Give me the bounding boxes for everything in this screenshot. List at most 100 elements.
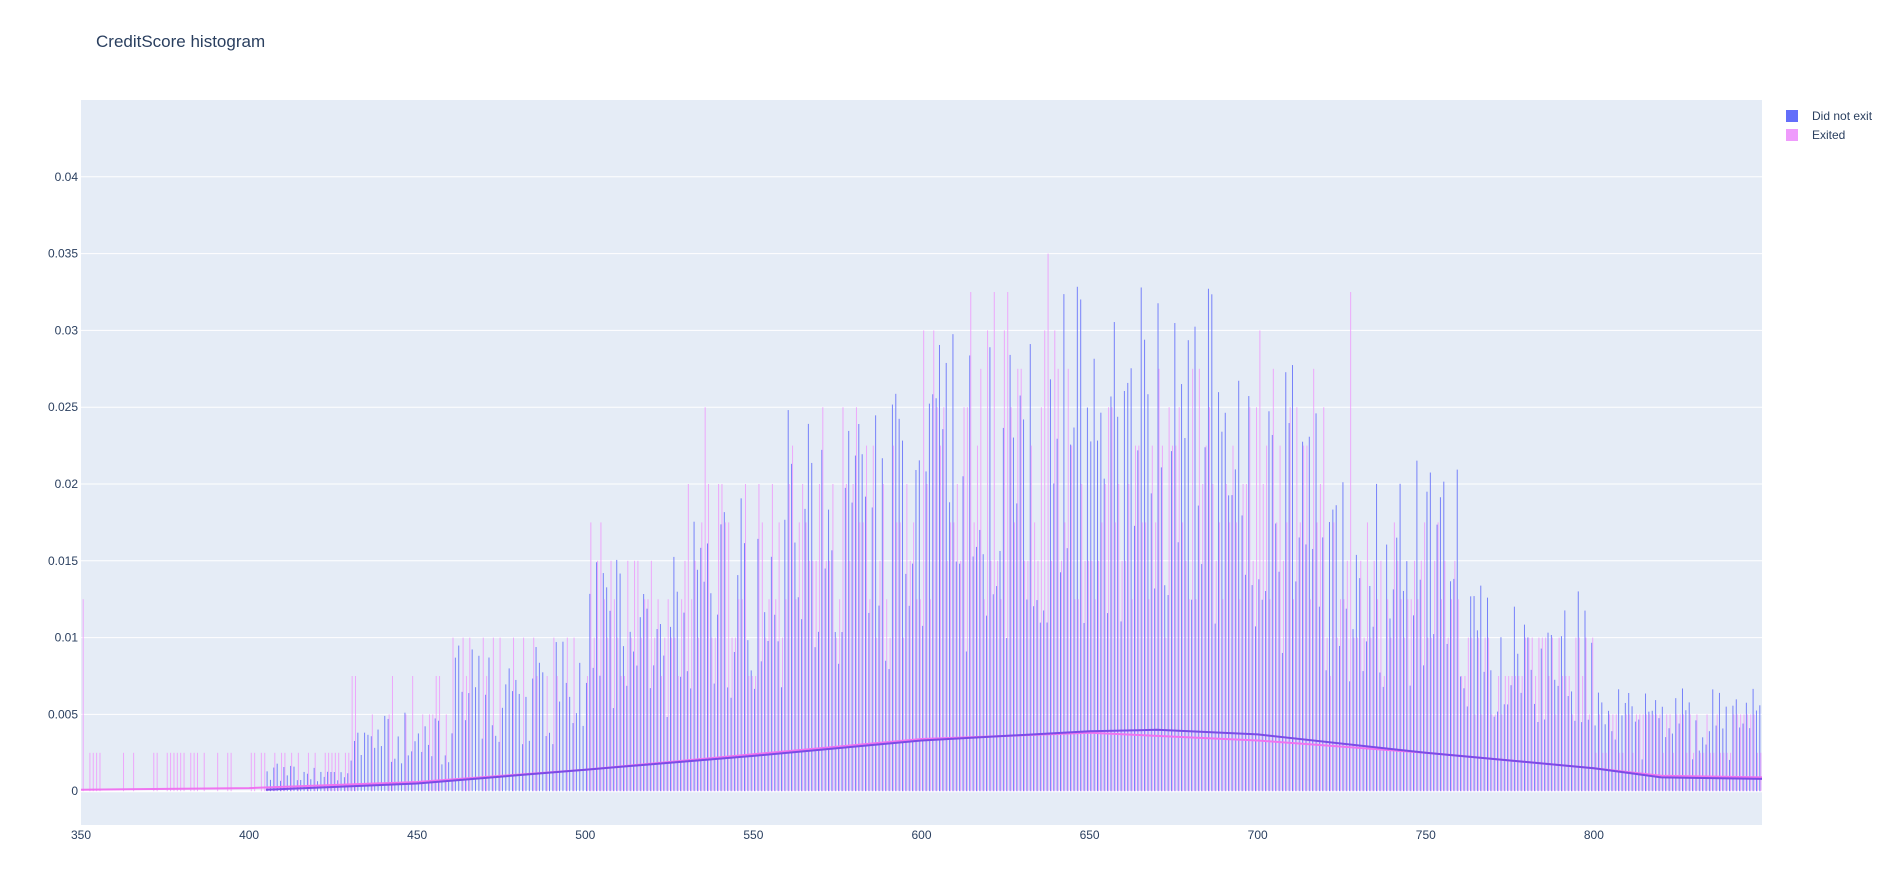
histogram-bar bbox=[355, 676, 357, 792]
histogram-bar bbox=[1225, 484, 1227, 792]
histogram-bar bbox=[454, 657, 456, 792]
density-curves bbox=[80, 728, 1763, 791]
histogram-bar bbox=[348, 752, 350, 792]
histogram-bar bbox=[1685, 710, 1687, 792]
histogram-bar bbox=[431, 756, 433, 792]
histogram-bar bbox=[1749, 728, 1751, 792]
histogram-bar bbox=[1221, 431, 1223, 792]
histogram-bar bbox=[751, 676, 753, 792]
histogram-bar bbox=[82, 599, 84, 792]
histogram-bar bbox=[1416, 460, 1418, 792]
histogram-bar bbox=[1316, 522, 1318, 792]
histogram-bar bbox=[1184, 437, 1186, 792]
histogram-bar bbox=[1266, 445, 1268, 792]
histogram-bar bbox=[1681, 688, 1683, 792]
histogram-bar bbox=[841, 632, 843, 792]
histogram-bar bbox=[538, 662, 540, 792]
histogram-bar bbox=[617, 637, 619, 792]
histogram-bar bbox=[559, 701, 561, 792]
histogram-bar bbox=[727, 687, 729, 792]
histogram-bar bbox=[1430, 637, 1432, 792]
histogram-bar bbox=[1382, 686, 1384, 792]
histogram-bar bbox=[1699, 752, 1701, 792]
legend-item-exited[interactable]: Exited bbox=[1786, 125, 1872, 144]
histogram-bar bbox=[1248, 396, 1250, 792]
histogram-bar bbox=[1228, 495, 1230, 792]
histogram-bar bbox=[1551, 637, 1553, 792]
histogram-bar bbox=[1467, 637, 1469, 792]
histogram-bar bbox=[1050, 560, 1052, 792]
histogram-bar bbox=[1635, 714, 1637, 792]
histogram-bar bbox=[1719, 752, 1721, 792]
histogram-bar bbox=[640, 637, 642, 792]
histogram-bar bbox=[1693, 752, 1695, 792]
histogram-bar bbox=[1070, 444, 1072, 792]
histogram-bar bbox=[1167, 595, 1169, 792]
histogram-bar bbox=[798, 522, 800, 792]
histogram-bar bbox=[1369, 585, 1371, 792]
histogram-bar bbox=[351, 676, 353, 792]
histogram-bar bbox=[1426, 491, 1428, 792]
histogram-bar bbox=[170, 752, 172, 792]
histogram-bar bbox=[1427, 637, 1429, 792]
legend-label: Exited bbox=[1812, 127, 1846, 142]
histogram-bar bbox=[865, 496, 867, 792]
histogram-bar bbox=[818, 484, 820, 792]
histogram-bar bbox=[969, 355, 971, 792]
histogram-bar bbox=[1718, 692, 1720, 792]
histogram-bar bbox=[834, 632, 836, 792]
histogram-bar bbox=[1550, 634, 1552, 792]
histogram-bar bbox=[344, 752, 346, 792]
histogram-bar bbox=[1436, 524, 1438, 792]
histogram-bar bbox=[532, 678, 534, 792]
legend[interactable]: Did not exit Exited bbox=[1786, 106, 1872, 144]
histogram-bar bbox=[1241, 515, 1243, 792]
histogram-bar bbox=[1160, 467, 1162, 792]
histogram-bar bbox=[306, 773, 308, 792]
histogram-bar bbox=[281, 752, 283, 792]
histogram-bar bbox=[1383, 676, 1385, 792]
histogram-bar bbox=[1171, 445, 1173, 792]
histogram-bar bbox=[1187, 340, 1189, 792]
histogram-bar bbox=[681, 599, 683, 792]
histogram-bar bbox=[780, 687, 782, 792]
histogram-bar bbox=[1649, 714, 1651, 792]
histogram-bar bbox=[297, 752, 299, 792]
histogram-bar bbox=[956, 484, 958, 792]
histogram-bar bbox=[972, 556, 974, 792]
histogram-bar bbox=[1168, 407, 1170, 792]
histogram-bar bbox=[314, 752, 316, 792]
histogram-bar bbox=[676, 591, 678, 792]
histogram-bar bbox=[673, 556, 675, 792]
histogram-bar bbox=[1387, 599, 1389, 792]
histogram-bar bbox=[307, 752, 309, 792]
histogram-bar bbox=[906, 484, 908, 792]
histogram-bar bbox=[680, 676, 682, 792]
histogram-bar bbox=[889, 637, 891, 792]
histogram-bar bbox=[1597, 692, 1599, 792]
histogram-bar bbox=[377, 729, 379, 792]
y-tick-label: 0.02 bbox=[55, 477, 79, 491]
histogram-bar bbox=[1151, 445, 1153, 792]
histogram-bar bbox=[945, 362, 947, 792]
histogram-bar bbox=[1318, 606, 1320, 792]
histogram-bar bbox=[710, 593, 712, 792]
histogram-bar bbox=[552, 744, 554, 792]
histogram-bar bbox=[1158, 368, 1160, 792]
histogram-bar bbox=[1444, 560, 1446, 792]
histogram-bar bbox=[960, 560, 962, 792]
histogram-bar bbox=[775, 599, 777, 792]
histogram-bar bbox=[475, 687, 477, 792]
histogram-bars bbox=[82, 253, 1762, 792]
legend-item-did-not-exit[interactable]: Did not exit bbox=[1786, 106, 1872, 125]
histogram-bar bbox=[721, 484, 723, 792]
histogram-bar bbox=[407, 755, 409, 792]
histogram-bar bbox=[1659, 714, 1661, 792]
histogram-bar bbox=[1060, 572, 1062, 792]
histogram-bar bbox=[1386, 544, 1388, 792]
histogram-bar bbox=[1037, 560, 1039, 792]
histogram-bar bbox=[791, 463, 793, 792]
histogram-bar bbox=[1433, 634, 1435, 792]
histogram-bar bbox=[943, 407, 945, 792]
histogram-bar bbox=[303, 771, 305, 792]
